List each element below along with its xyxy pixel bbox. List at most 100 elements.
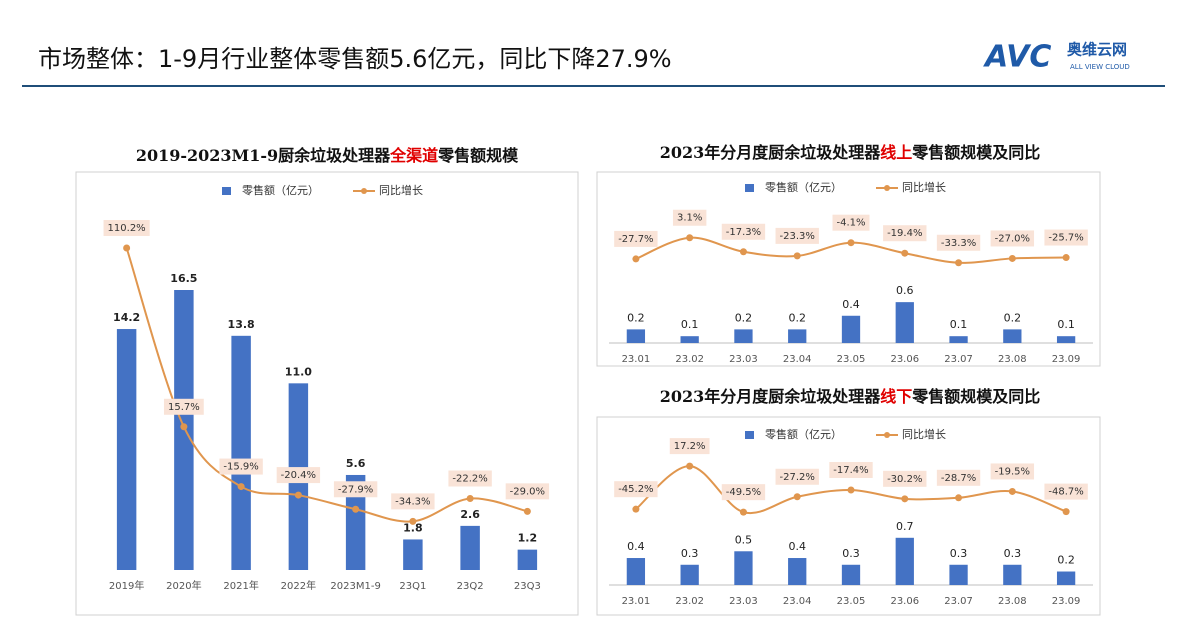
bar <box>1003 329 1022 343</box>
bar <box>734 329 753 343</box>
line-marker <box>180 423 188 431</box>
title-part: 零售额规模及同比 <box>911 143 1040 162</box>
bar-label: 1.8 <box>403 521 423 534</box>
data-label-box <box>883 470 927 487</box>
line-label: -17.4% <box>833 465 868 476</box>
line-marker <box>847 239 855 247</box>
bar <box>788 329 807 343</box>
line-label: -30.2% <box>887 474 922 485</box>
x-tick-label: 23.04 <box>783 596 812 607</box>
legend-label: 零售额（亿元） <box>242 183 319 197</box>
bar-label: 0.4 <box>842 298 860 311</box>
line-marker <box>686 234 694 242</box>
line-marker <box>409 517 417 525</box>
data-label-box <box>333 481 378 498</box>
x-tick-label: 23.07 <box>944 354 973 365</box>
data-label-box <box>163 398 204 415</box>
line-marker <box>1062 508 1070 516</box>
bar <box>1056 336 1076 343</box>
chart-title: 2019-2023M1-9厨余垃圾处理器全渠道零售额规模 <box>136 146 519 165</box>
bar <box>626 329 646 343</box>
data-label-box <box>505 483 550 500</box>
bar <box>460 525 480 570</box>
legend-swatch <box>884 185 890 191</box>
bar-label: 0.2 <box>788 311 806 324</box>
line-label: -29.0% <box>510 486 545 497</box>
bar <box>895 302 914 343</box>
legend-label: 同比增长 <box>379 183 423 197</box>
bar-label: 0.6 <box>896 284 914 297</box>
line-marker <box>901 249 909 257</box>
line-marker <box>847 486 855 494</box>
title-part: 全渠道 <box>389 146 438 165</box>
bar-label: 0.2 <box>627 311 645 324</box>
data-label-box <box>614 481 658 498</box>
title-part: 2023年分月度厨余垃圾处理器 <box>660 143 882 162</box>
line-label: -4.1% <box>836 218 865 229</box>
chart-title: 2023年分月度厨余垃圾处理器线上零售额规模及同比 <box>660 143 1041 162</box>
data-label-box <box>883 225 927 242</box>
legend-swatch <box>884 432 890 438</box>
x-tick-label: 23.05 <box>837 596 866 607</box>
bar <box>116 329 137 570</box>
bar <box>895 537 914 585</box>
bar-label: 0.1 <box>681 318 699 331</box>
line-label: -20.4% <box>281 470 316 481</box>
bar-label: 0.3 <box>681 547 699 560</box>
line-label: 15.7% <box>168 402 200 413</box>
line-marker <box>739 248 747 256</box>
data-label-box <box>276 467 321 484</box>
line-marker <box>793 252 801 260</box>
bar-label: 0.3 <box>842 547 860 560</box>
line-marker <box>739 508 747 516</box>
bar <box>1003 564 1022 585</box>
x-tick-label: 2023M1-9 <box>330 581 380 592</box>
data-label-box <box>832 214 870 231</box>
bar-label: 0.1 <box>950 318 968 331</box>
bar <box>403 539 423 570</box>
title-part: 2023年分月度厨余垃圾处理器 <box>660 387 882 406</box>
line-marker <box>955 494 963 502</box>
data-label-box <box>669 438 710 455</box>
data-label-box <box>1044 483 1088 500</box>
bar-label: 0.4 <box>788 540 806 553</box>
bar-label: 0.3 <box>1004 547 1022 560</box>
line-marker <box>352 505 360 513</box>
x-tick-label: 23.08 <box>998 596 1027 607</box>
line-label: -15.9% <box>223 462 258 473</box>
x-tick-label: 2022年 <box>281 579 316 592</box>
logo: AVC <box>983 40 1051 75</box>
bar-label: 16.5 <box>170 272 197 285</box>
panel-frame <box>596 416 1101 616</box>
data-label-box <box>721 223 766 240</box>
bar-label: 13.8 <box>228 318 255 331</box>
x-tick-label: 23.08 <box>998 354 1027 365</box>
data-label-box <box>219 458 263 475</box>
line-label: -34.3% <box>395 496 430 507</box>
bar-label: 0.4 <box>627 540 645 553</box>
data-label-box <box>990 230 1035 247</box>
bar <box>231 335 251 570</box>
bar-label: 2.6 <box>460 508 480 521</box>
line-label: 3.1% <box>677 213 702 224</box>
legend-swatch <box>745 431 754 439</box>
panel-frame <box>75 171 579 616</box>
bar-label: 1.2 <box>518 532 538 545</box>
legend-swatch <box>222 187 231 195</box>
line-label: -27.7% <box>618 234 653 245</box>
x-tick-label: 23.02 <box>675 354 704 365</box>
line-label: -17.3% <box>726 227 761 238</box>
line-marker <box>793 493 801 501</box>
bar-label: 0.7 <box>896 520 914 533</box>
legend-label: 零售额（亿元） <box>765 427 842 441</box>
panel-frame <box>596 171 1101 367</box>
line-label: -19.5% <box>995 466 1030 477</box>
data-label-box <box>829 461 873 478</box>
title-part: 2019-2023M1-9厨余垃圾处理器 <box>136 146 391 165</box>
bar <box>345 474 366 570</box>
x-tick-label: 23Q1 <box>399 581 426 592</box>
line-label: -45.2% <box>618 484 653 495</box>
x-tick-label: 2021年 <box>223 579 258 592</box>
x-tick-label: 23.04 <box>783 354 812 365</box>
